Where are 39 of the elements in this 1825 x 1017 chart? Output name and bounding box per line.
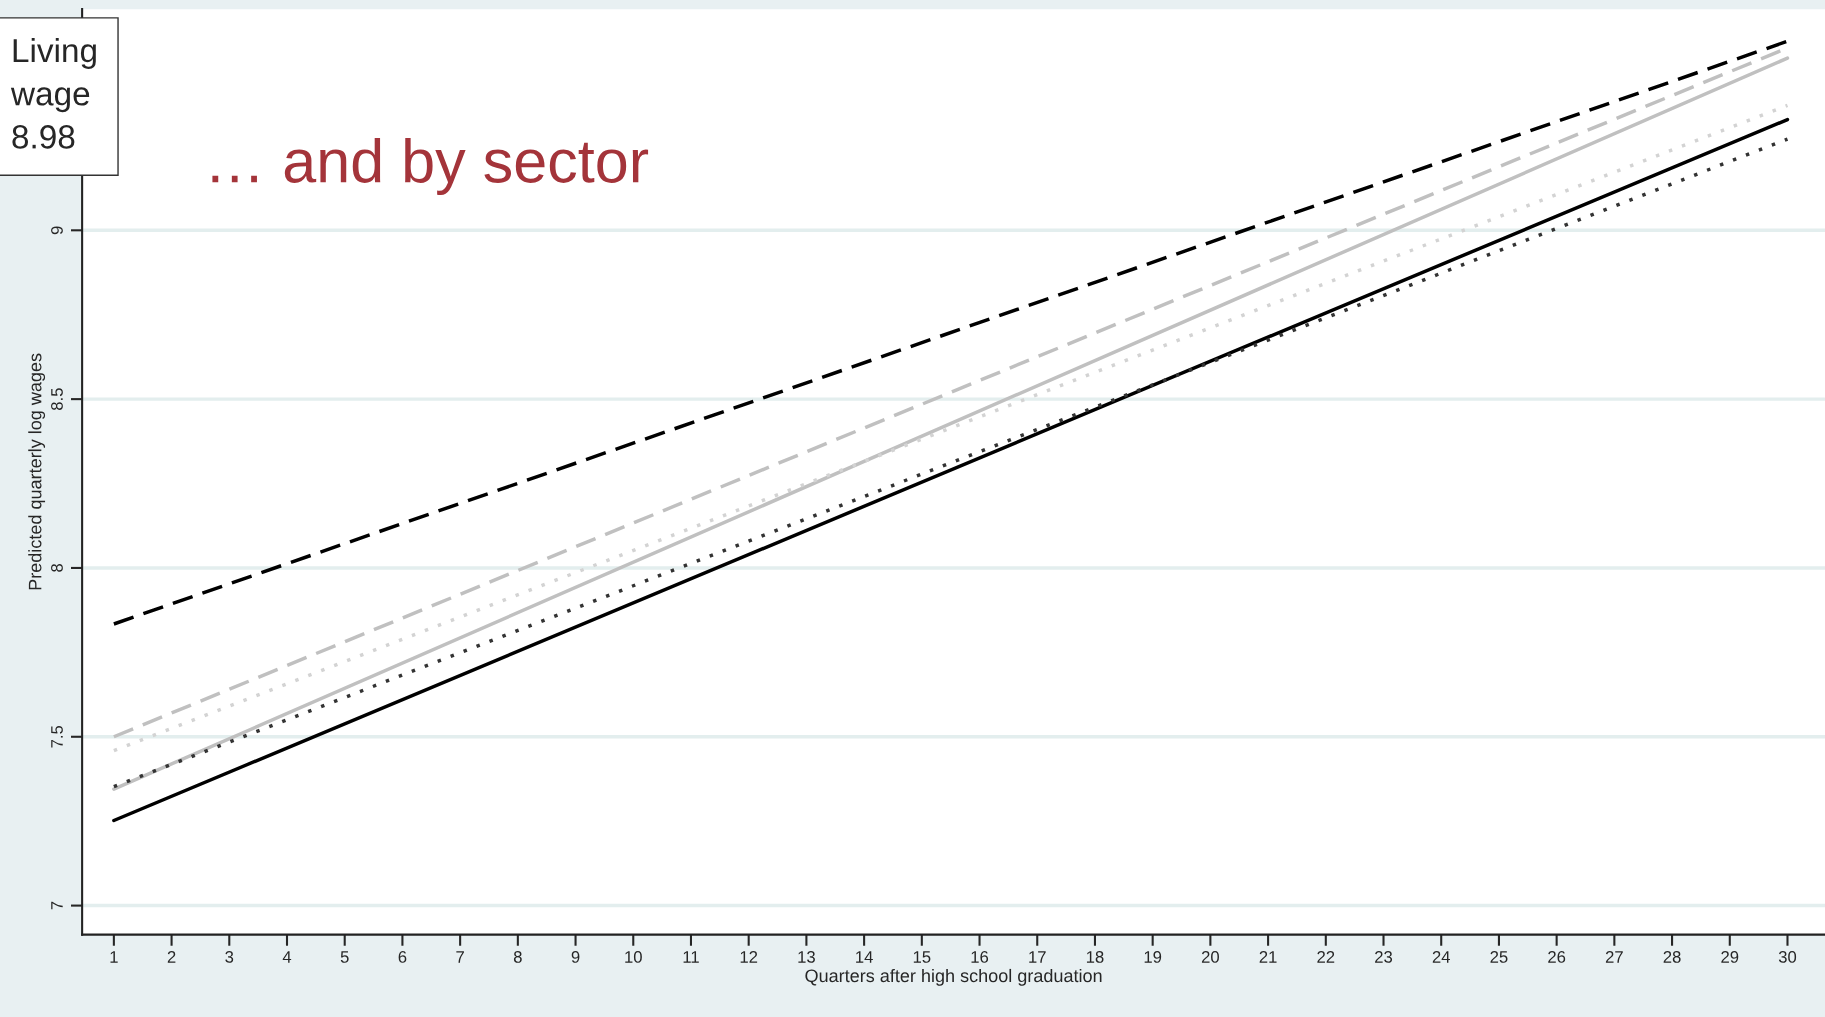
- x-tick-label: 29: [1721, 951, 1739, 963]
- x-tick-label: 8: [513, 951, 522, 963]
- x-tick-label: 12: [740, 951, 758, 963]
- x-tick-label: 2: [167, 951, 176, 963]
- x-tick-label: 21: [1259, 951, 1277, 963]
- x-tick-label: 18: [1086, 951, 1104, 963]
- x-axis-title: Quarters after high school graduation: [805, 968, 1102, 986]
- x-tick-label: 25: [1490, 951, 1508, 963]
- x-tick-label: 6: [398, 951, 407, 963]
- x-tick-label: 30: [1778, 951, 1797, 963]
- x-tick-label: 23: [1375, 951, 1393, 963]
- x-tick-label: 14: [856, 951, 873, 963]
- y-tick-label: 7: [51, 901, 63, 910]
- x-tick-label: 9: [571, 951, 580, 963]
- x-tick-label: 22: [1317, 951, 1335, 963]
- x-tick-label: 27: [1605, 951, 1623, 963]
- y-tick-label: 9: [51, 226, 63, 235]
- x-tick-label: 16: [971, 951, 989, 963]
- x-tick-label: 26: [1548, 951, 1566, 963]
- x-tick-label: 13: [798, 951, 815, 963]
- y-tick-label: 8: [51, 564, 63, 572]
- x-tick-label: 28: [1663, 951, 1681, 963]
- y-tick-label: 8.5: [51, 388, 63, 410]
- x-tick-label: 19: [1144, 951, 1162, 963]
- x-tick-label: 20: [1201, 951, 1219, 963]
- x-tick-label: 4: [282, 951, 292, 963]
- x-tick-label: 17: [1029, 951, 1046, 963]
- x-tick-label: 11: [683, 951, 699, 963]
- y-axis-title: Predicted quarterly log wages: [28, 353, 46, 590]
- x-tick-label: 15: [913, 951, 931, 963]
- annotation: Living wage 8.98: [10, 37, 96, 149]
- y-tick-label: 7.5: [51, 725, 63, 748]
- x-tick-label: 7: [456, 951, 464, 963]
- x-tick-label: 24: [1432, 951, 1450, 963]
- x-tick-label: 5: [340, 951, 349, 963]
- x-tick-label: 10: [625, 951, 642, 963]
- x-tick-label: 1: [110, 951, 118, 963]
- x-tick-label: 3: [225, 951, 234, 963]
- annotation: … and by sector: [212, 138, 649, 195]
